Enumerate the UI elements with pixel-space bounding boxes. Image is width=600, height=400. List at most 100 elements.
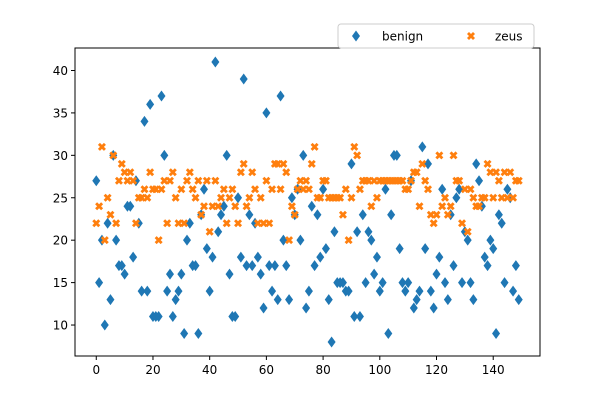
benign-point [398, 277, 407, 289]
benign-point [435, 251, 444, 263]
zeus-point [146, 168, 155, 177]
zeus-point [449, 151, 458, 160]
zeus-point [188, 185, 197, 194]
legend-benign-marker [352, 30, 360, 42]
zeus-point [211, 176, 220, 185]
benign-point [466, 277, 475, 289]
benign-point [364, 226, 373, 238]
zeus-point [131, 219, 140, 228]
zeus-point [492, 168, 501, 177]
benign-point [497, 217, 506, 229]
zeus-point [506, 168, 515, 177]
zeus-point [106, 210, 115, 219]
benign-point [163, 285, 172, 297]
zeus-point [217, 193, 226, 202]
benign-point [392, 149, 401, 161]
benign-point [511, 260, 520, 272]
benign-point [452, 192, 461, 204]
benign-point [367, 234, 376, 246]
zeus-point [109, 151, 118, 160]
benign-point [95, 277, 104, 289]
benign-point [129, 251, 138, 263]
zeus-point [336, 193, 345, 202]
benign-point [211, 56, 220, 68]
zeus-point [163, 219, 172, 228]
benign-point [282, 260, 291, 272]
zeus-point [466, 185, 475, 194]
zeus-point [412, 168, 421, 177]
benign-point [191, 260, 200, 272]
zeus-point [406, 176, 415, 185]
benign-point [415, 285, 424, 297]
benign-point [449, 260, 458, 272]
zeus-point [458, 219, 467, 228]
zeus-point [228, 185, 237, 194]
benign-point [208, 251, 217, 263]
benign-point [355, 311, 364, 323]
benign-point [177, 268, 186, 280]
benign-point [273, 294, 282, 306]
zeus-point [350, 142, 359, 151]
benign-point [353, 226, 362, 238]
zeus-point [443, 210, 452, 219]
zeus-point [197, 210, 206, 219]
benign-point [472, 158, 481, 170]
x-axis-ticks: 0 20 40 60 80 100 120 140 [92, 356, 505, 377]
zeus-point [398, 176, 407, 185]
benign-point [514, 294, 523, 306]
zeus-point [421, 176, 430, 185]
zeus-point [214, 202, 223, 211]
benign-point [231, 311, 240, 323]
benign-point [276, 90, 285, 102]
zeus-point [285, 236, 294, 245]
benign-point [469, 294, 478, 306]
zeus-point [469, 193, 478, 202]
benign-point [143, 285, 152, 297]
benign-point [486, 234, 495, 246]
legend-frame [337, 23, 535, 49]
benign-point [120, 268, 129, 280]
benign-point [92, 175, 101, 187]
zeus-point [262, 176, 271, 185]
legend-zeus-label: zeus [495, 30, 523, 44]
benign-point [375, 285, 384, 297]
benign-point [330, 226, 339, 238]
benign-point [287, 192, 296, 204]
zeus-point [126, 168, 135, 177]
zeus-point [404, 185, 413, 194]
zeus-point [355, 185, 364, 194]
benign-point [313, 209, 322, 221]
benign-point [217, 209, 226, 221]
benign-point [412, 294, 421, 306]
benign-point [480, 251, 489, 263]
benign-point [492, 328, 501, 340]
benign-point [146, 98, 155, 110]
y-tick-label: 20 [53, 234, 68, 248]
zeus-point [302, 176, 311, 185]
zeus-point [236, 168, 245, 177]
benign-point [253, 251, 262, 263]
benign-point [296, 234, 305, 246]
zeus-point [353, 151, 362, 160]
y-tick-label: 25 [53, 191, 68, 205]
zeus-point [202, 176, 211, 185]
benign-point [463, 234, 472, 246]
zeus-point [225, 193, 234, 202]
benign-point [182, 234, 191, 246]
zeus-point [231, 202, 240, 211]
zeus-point [429, 219, 438, 228]
points-layer [92, 56, 523, 348]
zeus-point [310, 142, 319, 151]
benign-point [475, 175, 484, 187]
benign-point [248, 260, 257, 272]
zeus-point [494, 176, 503, 185]
benign-point [324, 294, 333, 306]
benign-point [234, 192, 243, 204]
zeus-point [180, 219, 189, 228]
benign-point [242, 260, 251, 272]
benign-point [262, 107, 271, 119]
benign-point [378, 277, 387, 289]
zeus-point [103, 193, 112, 202]
zeus-point [239, 159, 248, 168]
